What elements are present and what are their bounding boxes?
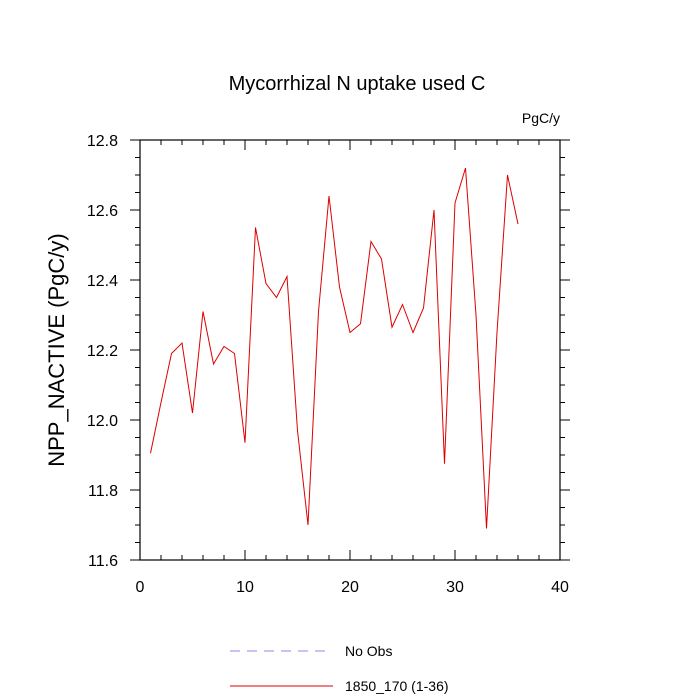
y-tick-label: 11.6 (88, 553, 118, 570)
x-tick-label: 40 (551, 579, 569, 596)
y-tick-labels: 11.6 11.8 12.0 12.2 12.4 12.6 12.8 (87, 133, 118, 570)
chart-title: Mycorrhizal N uptake used C (229, 73, 486, 95)
x-tick-label: 0 (136, 579, 145, 596)
y-tick-label: 12.6 (87, 203, 118, 220)
legend-label-1850-170: 1850_170 (1-36) (345, 678, 449, 694)
axis-ticks (130, 139, 570, 561)
x-tick-label: 10 (236, 579, 254, 596)
y-tick-label: 12.0 (87, 413, 118, 430)
data-series (150, 167, 519, 529)
y-axis-label: NPP_NACTIVE (PgC/y) (44, 233, 69, 467)
y-tick-label: 12.8 (87, 133, 118, 150)
x-tick-label: 20 (341, 579, 359, 596)
y-tick-label: 12.2 (87, 343, 118, 360)
plot-frame (139, 139, 561, 561)
units-label: PgC/y (522, 110, 560, 126)
y-tick-label: 11.8 (88, 483, 118, 500)
legend-label-no-obs: No Obs (345, 643, 392, 659)
legend: No Obs 1850_170 (1-36) (230, 643, 449, 694)
y-tick-label: 12.4 (87, 273, 118, 290)
series-line-1 (150, 167, 519, 529)
x-tick-labels: 0 10 20 30 40 (136, 579, 569, 596)
x-tick-label: 30 (446, 579, 464, 596)
